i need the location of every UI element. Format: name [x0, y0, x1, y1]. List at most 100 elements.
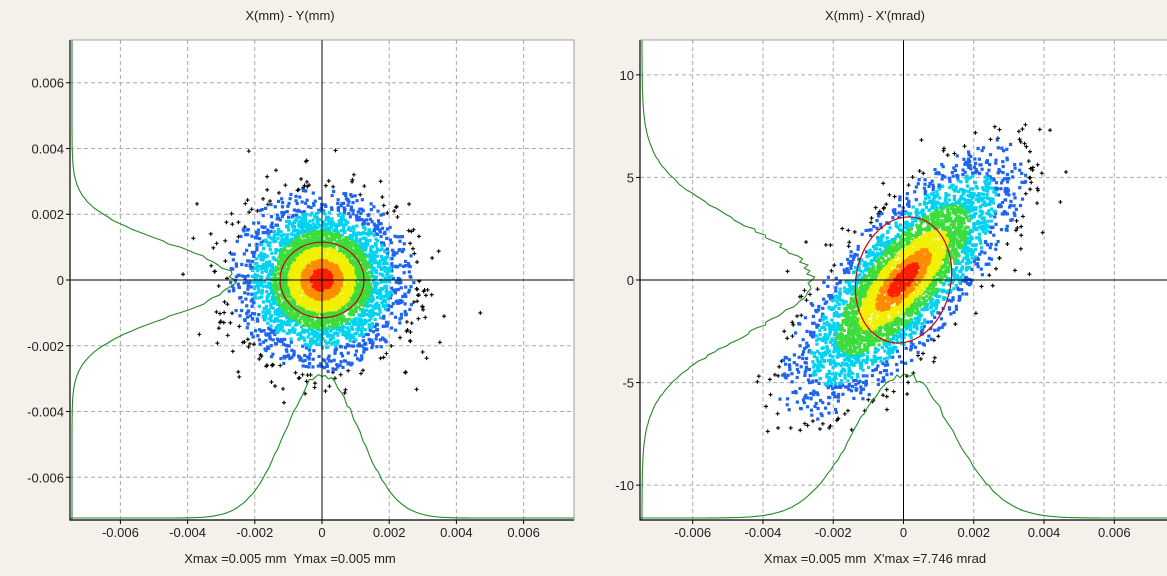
- particle-point: [395, 215, 400, 220]
- particle-point: [861, 374, 865, 378]
- particle-point: [1039, 171, 1044, 176]
- particle-point: [265, 231, 269, 235]
- particle-point: [940, 177, 944, 181]
- particle-point: [826, 382, 830, 386]
- particle-point: [373, 257, 377, 261]
- particle-point: [364, 308, 369, 312]
- particle-point: [895, 362, 899, 367]
- particle-point: [343, 345, 348, 350]
- particle-point: [289, 256, 293, 260]
- particle-point: [364, 341, 368, 346]
- particle-point: [351, 225, 355, 229]
- particle-point: [966, 157, 971, 161]
- particle-point: [351, 208, 355, 213]
- particle-point: [371, 295, 375, 299]
- particle-point: [782, 329, 787, 334]
- particle-point: [914, 185, 919, 189]
- particle-point: [256, 334, 260, 338]
- particle-point: [245, 337, 250, 342]
- particle-point: [329, 359, 333, 363]
- particle-point: [388, 290, 393, 294]
- particle-point: [788, 425, 793, 430]
- particle-point: [312, 203, 316, 207]
- particle-point: [375, 227, 379, 231]
- particle-point: [229, 211, 234, 216]
- particle-point: [333, 306, 337, 310]
- particle-point: [385, 261, 389, 265]
- particle-point: [372, 267, 376, 271]
- particle-point: [876, 364, 880, 368]
- particle-point: [339, 286, 343, 290]
- particle-point: [371, 330, 376, 334]
- particle-point: [391, 302, 395, 306]
- particle-point: [905, 196, 909, 201]
- particle-point: [852, 379, 856, 383]
- particle-point: [994, 187, 998, 192]
- particle-point: [376, 265, 380, 269]
- particle-point: [881, 376, 886, 380]
- particle-point: [247, 283, 251, 287]
- particle-point: [362, 346, 366, 351]
- particle-point: [997, 256, 1002, 261]
- particle-point: [389, 343, 394, 348]
- particle-point: [353, 322, 358, 327]
- particle-point: [315, 336, 319, 341]
- particle-point: [367, 310, 371, 314]
- particle-point: [261, 196, 266, 201]
- particle-point: [291, 298, 295, 302]
- particle-point: [937, 326, 941, 330]
- particle-point: [358, 207, 362, 211]
- particle-point: [903, 361, 908, 365]
- particle-point: [323, 283, 327, 287]
- particle-point: [929, 337, 933, 341]
- particle-point: [303, 230, 307, 234]
- particle-point: [353, 251, 357, 255]
- particle-point: [420, 349, 425, 354]
- particle-point: [360, 253, 364, 257]
- particle-point: [852, 229, 857, 234]
- particle-point: [365, 218, 369, 222]
- particle-point: [978, 171, 982, 176]
- particle-point: [978, 163, 982, 167]
- particle-point: [850, 384, 855, 389]
- particle-point: [829, 293, 833, 298]
- particle-point: [805, 341, 809, 345]
- particle-point: [271, 283, 275, 287]
- particle-point: [904, 210, 908, 214]
- particle-point: [346, 198, 350, 202]
- particle-point: [861, 397, 865, 401]
- particle-point: [271, 352, 275, 356]
- particle-point: [377, 263, 381, 267]
- particle-point: [318, 218, 322, 222]
- particle-point: [236, 220, 241, 225]
- particle-point: [291, 312, 295, 317]
- particle-point: [1013, 196, 1017, 200]
- particle-point: [988, 246, 992, 250]
- particle-point: [310, 255, 314, 259]
- particle-point: [242, 340, 247, 345]
- particle-point: [406, 228, 411, 233]
- particle-point: [1015, 225, 1020, 230]
- particle-point: [478, 310, 483, 315]
- particle-point: [258, 236, 262, 241]
- particle-point: [384, 303, 389, 307]
- particle-point: [261, 258, 265, 262]
- particle-point: [412, 281, 416, 285]
- particle-point: [377, 303, 381, 307]
- particle-point: [421, 289, 426, 294]
- particle-point: [349, 228, 353, 233]
- particle-point: [983, 251, 987, 255]
- particle-point: [873, 205, 878, 210]
- particle-point: [340, 268, 344, 272]
- particle-point: [394, 205, 399, 210]
- particle-point: [994, 247, 998, 251]
- particle-point: [408, 338, 413, 343]
- particle-point: [291, 233, 296, 237]
- particle-point: [245, 326, 249, 330]
- particle-point: [361, 294, 366, 298]
- particle-point: [339, 288, 344, 292]
- particle-point: [247, 341, 252, 346]
- particle-point: [356, 357, 360, 361]
- particle-point: [359, 242, 364, 246]
- y-tick-label: 0.004: [31, 141, 64, 156]
